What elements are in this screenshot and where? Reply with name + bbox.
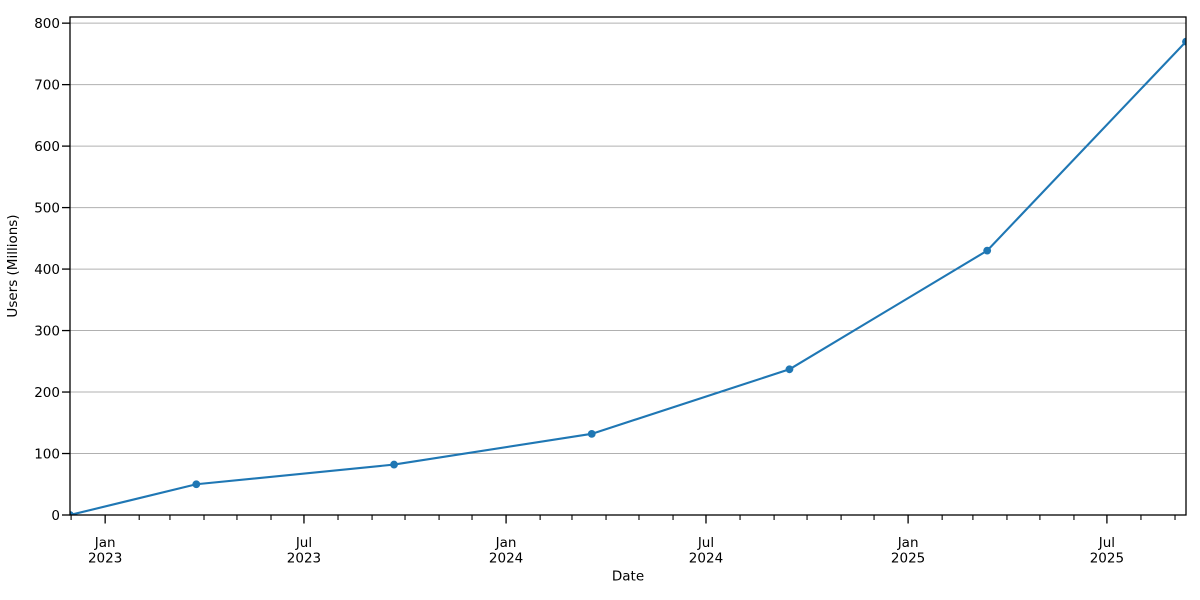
y-axis-tick-label: 200: [34, 385, 60, 401]
y-axis-tick-label: 100: [34, 446, 60, 462]
plot-border: [69, 16, 1187, 516]
x-axis-tick-labels-group: Jan2023Jul2023Jan2024Jul2024Jan2025Jul20…: [88, 535, 1124, 567]
y-axis-tick-label: 300: [34, 323, 60, 339]
data-point-marker: [785, 365, 794, 374]
x-axis-tick-label-month: Jan: [897, 535, 919, 551]
y-axis-tick-label: 500: [34, 200, 60, 216]
x-axis-title: Date: [612, 569, 644, 585]
x-axis-tick-label-month: Jan: [94, 535, 116, 551]
y-axis-tick-label: 0: [51, 508, 60, 524]
y-axis-ticks-group: [62, 22, 70, 516]
x-axis-tick-label-month: Jul: [1098, 535, 1115, 551]
data-point-marker: [390, 460, 398, 469]
data-point-marker: [587, 429, 596, 438]
data-point-marker: [1182, 37, 1186, 46]
data-point-marker: [70, 511, 74, 515]
x-axis-ticks-group: [70, 515, 1176, 524]
y-axis-tick-label: 600: [34, 139, 60, 155]
users-growth-line: [70, 40, 1186, 515]
x-axis-tick-label-year: 2023: [88, 551, 122, 567]
data-series-group: [70, 37, 1186, 515]
y-axis-tick-labels-group: 0 100 200 300 400 500 600 700 800: [34, 16, 60, 524]
x-axis-tick-label-month: Jul: [697, 535, 714, 551]
gridlines-group: [70, 22, 1186, 516]
x-axis-tick-label-year: 2025: [1090, 551, 1124, 567]
x-axis-tick-label-year: 2024: [489, 551, 523, 567]
data-point-marker: [983, 246, 992, 255]
y-axis-tick-label: 700: [34, 77, 60, 93]
x-axis-tick-label-year: 2023: [287, 551, 321, 567]
x-axis-tick-label-year: 2024: [689, 551, 723, 567]
y-axis-tick-label: 800: [34, 16, 60, 32]
x-axis-tick-label-month: Jan: [495, 535, 517, 551]
x-axis-tick-label-year: 2025: [891, 551, 925, 567]
y-axis-tick-label: 400: [34, 262, 60, 278]
data-point-marker: [192, 480, 201, 489]
y-axis-title: Users (Millions): [5, 214, 21, 317]
x-axis-tick-label-month: Jul: [295, 535, 312, 551]
